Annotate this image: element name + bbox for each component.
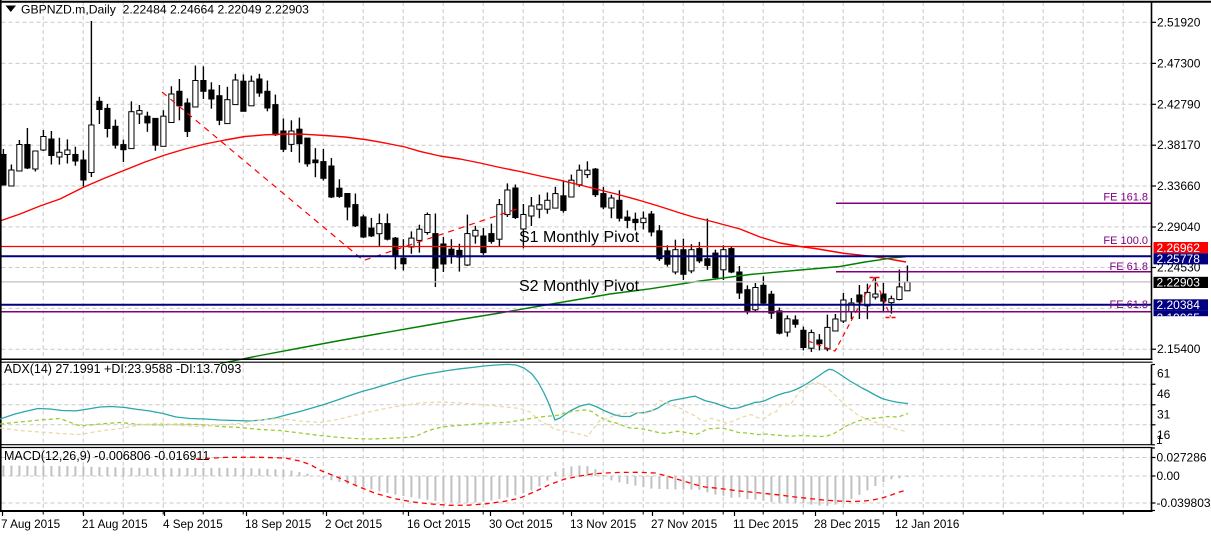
svg-text:S2 Monthly Pivot: S2 Monthly Pivot: [519, 278, 640, 295]
svg-text:12 Jan 2016: 12 Jan 2016: [895, 518, 959, 531]
svg-text:2.33660: 2.33660: [1157, 179, 1201, 193]
svg-text:FE 161.8: FE 161.8: [1103, 191, 1148, 203]
svg-text:1: 1: [1156, 433, 1163, 447]
svg-text:ADX(14) 27.1991 +DI:23.9588 -D: ADX(14) 27.1991 +DI:23.9588 -DI:13.7093: [4, 362, 241, 376]
svg-text:GBPNZD.m,Daily 2.22484 2.2466: GBPNZD.m,Daily 2.22484 2.24664 2.22049 2…: [21, 3, 309, 17]
svg-text:2 Oct 2015: 2 Oct 2015: [325, 518, 383, 531]
svg-text:30 Oct 2015: 30 Oct 2015: [489, 518, 553, 531]
svg-text:31: 31: [1157, 407, 1171, 421]
svg-text:2.38170: 2.38170: [1157, 138, 1201, 152]
svg-text:2.19965: 2.19965: [1157, 311, 1201, 325]
svg-text:11 Dec 2015: 11 Dec 2015: [733, 518, 799, 531]
svg-text:16 Oct 2015: 16 Oct 2015: [407, 518, 471, 531]
svg-text:FE 61.8: FE 61.8: [1109, 299, 1148, 311]
svg-text:2.47300: 2.47300: [1157, 56, 1201, 70]
svg-text:2.29040: 2.29040: [1157, 220, 1201, 234]
svg-text:2.15400: 2.15400: [1157, 342, 1201, 356]
svg-text:7 Aug 2015: 7 Aug 2015: [1, 518, 61, 531]
svg-text:4 Sep 2015: 4 Sep 2015: [163, 518, 223, 531]
svg-text:2.42790: 2.42790: [1157, 97, 1201, 111]
svg-text:27 Nov 2015: 27 Nov 2015: [651, 518, 718, 531]
svg-text:2.26962: 2.26962: [1157, 241, 1201, 255]
svg-text:2.22903: 2.22903: [1157, 276, 1201, 290]
svg-text:2.20384: 2.20384: [1157, 298, 1201, 312]
svg-text:-0.039803: -0.039803: [1157, 496, 1211, 510]
svg-text:FE 100.0: FE 100.0: [1103, 235, 1148, 247]
svg-text:0.00: 0.00: [1157, 469, 1181, 483]
svg-text:13 Nov 2015: 13 Nov 2015: [570, 518, 637, 531]
svg-text:FE 61.8: FE 61.8: [1109, 261, 1148, 273]
svg-text:0.027286: 0.027286: [1157, 451, 1207, 465]
svg-text:2.51920: 2.51920: [1157, 15, 1201, 29]
svg-text:16: 16: [1157, 428, 1171, 442]
svg-text:46: 46: [1157, 387, 1171, 401]
svg-text:21 Aug 2015: 21 Aug 2015: [82, 518, 148, 531]
svg-text:2.25778: 2.25778: [1157, 252, 1201, 266]
svg-text:18 Sep 2015: 18 Sep 2015: [245, 518, 312, 531]
svg-text:MACD(12,26,9) -0.006806 -0.016: MACD(12,26,9) -0.006806 -0.016911: [4, 449, 209, 463]
svg-text:S1 Monthly Pivot: S1 Monthly Pivot: [519, 229, 640, 246]
svg-text:28 Dec 2015: 28 Dec 2015: [814, 518, 881, 531]
svg-text:61: 61: [1157, 366, 1171, 380]
